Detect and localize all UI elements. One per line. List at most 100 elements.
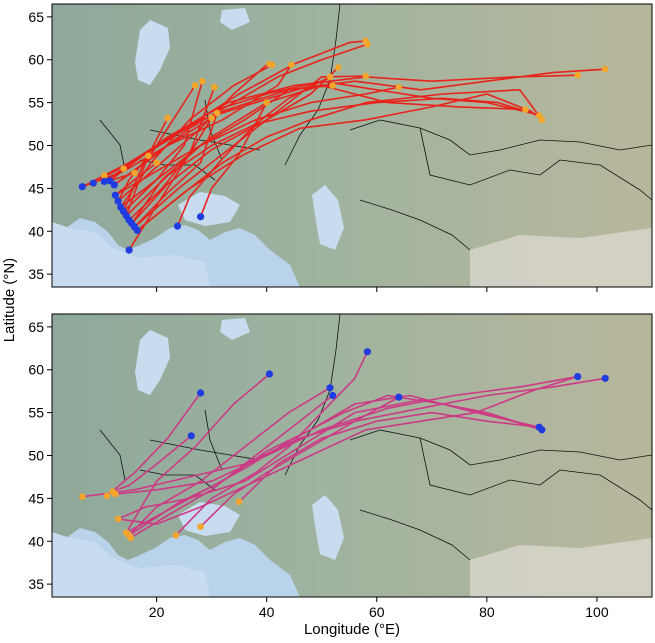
migration-track — [117, 375, 578, 525]
end-point-marker — [164, 114, 171, 122]
start-point-marker — [197, 389, 205, 397]
y-axis-title: Latitude (°N) — [1, 258, 18, 342]
migration-track — [122, 117, 169, 212]
end-point-marker — [213, 109, 221, 117]
start-point-marker — [395, 393, 403, 401]
start-point-marker — [133, 226, 141, 234]
migration-track — [136, 93, 543, 232]
migration-track — [120, 64, 273, 208]
y-tick-label: 55 — [28, 95, 44, 111]
end-point-marker — [112, 490, 119, 498]
start-point-marker — [89, 179, 97, 187]
end-point-marker — [191, 82, 199, 89]
y-tick-label: 40 — [28, 533, 44, 549]
end-point-marker — [288, 61, 295, 69]
migration-track — [117, 64, 268, 202]
baltic-sea — [135, 20, 170, 85]
end-point-marker — [364, 41, 371, 48]
migration-track — [109, 74, 578, 182]
start-point-marker — [173, 222, 182, 230]
migration-track — [125, 394, 543, 534]
migration-track — [125, 373, 270, 534]
y-tick-label: 50 — [28, 138, 44, 154]
end-point-marker — [601, 65, 609, 73]
migration-track — [115, 375, 578, 495]
y-tick-label: 50 — [28, 448, 44, 464]
country-borders — [99, 314, 652, 561]
migration-track — [134, 112, 218, 228]
y-tick-label: 65 — [28, 9, 44, 25]
x-tick-label: 60 — [369, 604, 385, 620]
end-point-marker — [522, 106, 529, 113]
mediterranean-sea — [52, 222, 210, 287]
migration-track — [117, 155, 149, 202]
migration-track — [114, 162, 158, 196]
start-point-marker — [187, 432, 195, 440]
migration-track — [123, 80, 204, 213]
snow-region — [470, 228, 652, 287]
bottom-panel-points — [79, 348, 609, 542]
end-point-marker — [172, 532, 180, 539]
x-axis-title: Longitude (°E) — [304, 621, 400, 638]
start-point-marker — [78, 183, 86, 191]
y-tick-label: 45 — [28, 490, 44, 506]
end-point-marker — [329, 82, 337, 89]
migration-track — [131, 66, 339, 225]
x-tick-label: 100 — [585, 604, 609, 620]
start-point-marker — [110, 181, 118, 189]
start-point-marker — [574, 373, 582, 381]
start-point-marker — [125, 246, 133, 254]
y-tick-label: 60 — [28, 362, 44, 378]
migration-track — [128, 387, 331, 536]
end-point-marker — [263, 99, 271, 106]
caspian-sea — [312, 495, 344, 560]
migration-track — [125, 85, 196, 217]
y-tick-label: 55 — [28, 405, 44, 421]
top-panel-tracks — [81, 40, 606, 251]
snow-region — [470, 538, 652, 597]
migration-track — [112, 435, 192, 493]
end-point-marker — [153, 159, 160, 166]
x-tick-label: 40 — [259, 604, 275, 620]
panel-top-map-background — [52, 4, 652, 287]
start-point-marker — [114, 197, 122, 205]
migration-track — [128, 117, 213, 251]
bottom-x-axis: 20 40 60 80 100 — [149, 597, 609, 620]
end-point-marker — [145, 152, 152, 160]
x-tick-label: 20 — [149, 604, 165, 620]
top-y-axis: 35 40 45 50 55 60 65 — [28, 9, 52, 282]
end-point-marker — [127, 534, 134, 542]
end-point-marker — [211, 83, 218, 91]
migration-track — [175, 351, 369, 536]
y-tick-label: 45 — [28, 180, 44, 196]
end-point-marker — [103, 492, 111, 500]
start-point-marker — [329, 391, 337, 400]
top-x-ticks — [156, 287, 598, 292]
migration-track — [82, 64, 293, 188]
end-point-marker — [101, 172, 108, 179]
end-point-marker — [114, 515, 122, 523]
baltic-sea — [135, 330, 170, 395]
y-tick-label: 60 — [28, 52, 44, 68]
migration-track — [130, 394, 334, 539]
y-tick-label: 65 — [28, 319, 44, 335]
end-point-marker — [268, 61, 276, 69]
start-point-marker — [601, 374, 609, 382]
panel-bottom-map-background — [52, 314, 652, 597]
migration-track — [106, 392, 202, 497]
end-point-marker — [235, 498, 243, 506]
mediterranean-sea — [52, 532, 210, 597]
migration-track — [120, 84, 526, 208]
y-tick-label: 35 — [28, 576, 44, 592]
caspian-sea — [312, 185, 344, 250]
migration-track — [113, 68, 606, 186]
end-point-marker — [395, 83, 403, 91]
end-point-marker — [131, 169, 138, 177]
start-point-marker — [326, 384, 334, 392]
start-point-marker — [363, 348, 371, 356]
migration-track — [114, 86, 399, 196]
panel-bottom: 35 40 45 50 55 60 65 20 40 60 80 100 — [28, 313, 653, 620]
top-panel-points — [78, 37, 609, 254]
migration-track — [199, 102, 268, 217]
